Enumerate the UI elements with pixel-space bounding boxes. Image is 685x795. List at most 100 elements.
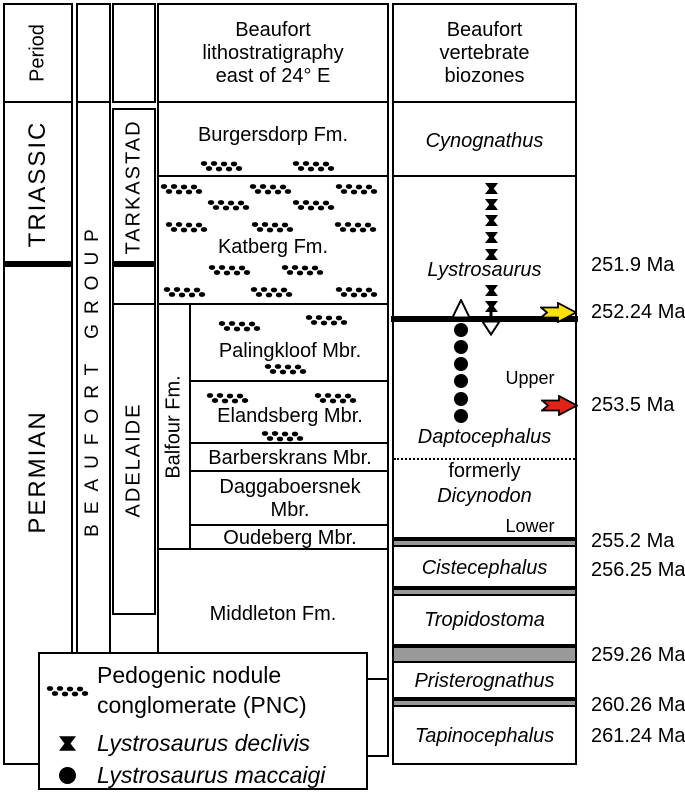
upper-label: Upper <box>505 368 555 388</box>
cistecephalus-box <box>392 547 577 588</box>
litho-header-cell <box>157 3 389 103</box>
pristerognathus-label: Pristerognathus <box>414 670 555 692</box>
declivis-occurrence-symbol <box>484 248 498 260</box>
lystrosaurus-label: Lystrosaurus <box>427 259 542 281</box>
pnc-dots <box>314 392 357 403</box>
pnc-dots <box>165 221 208 232</box>
maccaigi-occurrence-symbol <box>454 357 468 371</box>
tropidostoma-label: Tropidostoma <box>424 609 545 631</box>
pnc-symbol <box>291 160 335 173</box>
barberskrans-label: Barberskrans Mbr. <box>208 447 372 469</box>
pnc-dots <box>208 264 251 275</box>
pnc-dots <box>206 392 249 403</box>
pnc-symbol <box>159 183 203 196</box>
age-label: 255.2 Ma <box>591 530 675 552</box>
tarkastad-box <box>112 108 156 305</box>
oudeberg-box <box>191 526 389 550</box>
pnc-symbol <box>207 264 251 277</box>
period-header-cell <box>3 3 73 103</box>
maccaigi-legend-symbol <box>59 767 76 784</box>
gray-band-3 <box>392 646 577 663</box>
pnc-symbol <box>250 221 294 234</box>
upper-lower-dotted-divider <box>394 458 575 460</box>
burgersdorp-box <box>157 103 389 177</box>
age-label: 261.24 Ma <box>591 725 685 747</box>
age-label: 260.26 Ma <box>591 694 685 716</box>
gray-band-2 <box>392 588 577 596</box>
katberg-box <box>157 177 389 305</box>
age-label: 251.9 Ma <box>591 254 675 276</box>
formerly-label: formerly <box>448 460 521 482</box>
gray-band-4 <box>392 699 577 707</box>
middleton-label: Middleton Fm. <box>209 603 337 625</box>
balfour-label: Balfour Fm. <box>162 375 185 479</box>
palingkloof-box <box>191 305 389 382</box>
period-column-title: Period <box>26 24 49 82</box>
gray-band-1 <box>392 539 577 547</box>
pnc-symbol <box>333 221 377 234</box>
pnc-symbol <box>313 392 357 405</box>
palingkloof-label: Palingkloof Mbr. <box>218 340 362 362</box>
pnc-symbol <box>217 320 261 333</box>
pnc-symbol <box>291 199 335 212</box>
maccaigi-legend-label: Lystrosaurus maccaigi <box>97 762 326 788</box>
lower-label: Lower <box>505 516 555 536</box>
tapinocephalus-box <box>392 707 577 765</box>
pnc-dots <box>249 183 292 194</box>
daptocephalus-label: Daptocephalus <box>417 426 552 448</box>
pnc-dots <box>292 160 335 171</box>
pristerognathus-box <box>392 663 577 699</box>
katberg-label: Katberg Fm. <box>217 236 329 258</box>
pnc-symbol <box>260 430 304 443</box>
pnc-dots <box>281 264 324 275</box>
pnc-dots <box>305 314 348 325</box>
pnc-dots <box>261 430 304 441</box>
pnc-dots <box>335 183 378 194</box>
declivis-legend-label: Lystrosaurus declivis <box>97 730 311 756</box>
maccaigi-occurrence-symbol <box>454 392 468 406</box>
elandsberg-label: Elandsberg Mbr. <box>217 405 363 427</box>
barberskrans-box <box>191 444 389 472</box>
maccaigi-occurrence-symbol <box>454 323 468 337</box>
pnc-legend-label: Pedogenic nodule conglomerate (PNC) <box>97 662 307 718</box>
pnc-dots <box>335 286 378 297</box>
red-arrow-icon <box>539 394 579 417</box>
pnc-symbol <box>249 286 293 299</box>
pnc-dots <box>160 183 203 194</box>
elandsberg-box <box>191 382 389 444</box>
pnc-dots <box>218 320 261 331</box>
pnc-symbol <box>334 183 378 196</box>
permo-triassic-line-subgroup <box>112 261 156 267</box>
pnc-dots <box>250 286 293 297</box>
declivis-occurrence-symbol <box>484 284 498 296</box>
age-label: 253.5 Ma <box>591 394 675 416</box>
age-label: 259.26 Ma <box>591 644 685 666</box>
pnc-symbol <box>304 314 348 327</box>
group-header-cell <box>76 3 111 103</box>
declivis-occurrence-symbol <box>484 300 498 312</box>
pnc-symbol <box>334 286 378 299</box>
pnc-symbol <box>205 392 249 405</box>
pnc-dots <box>163 286 206 297</box>
daggaboersnek-label: Daggaboersnek Mbr. <box>219 476 361 521</box>
triassic-label: TRIASSIC <box>24 120 51 248</box>
daggaboersnek-box <box>191 472 389 526</box>
permo-triassic-line-period <box>3 261 73 267</box>
legend-box: Pedogenic nodule conglomerate (PNC) Lyst… <box>38 652 368 790</box>
pnc-dots <box>200 160 243 171</box>
pnc-dots <box>334 221 377 232</box>
declivis-occurrence-symbol <box>484 182 498 194</box>
subgroup-header-cell <box>112 3 156 103</box>
maccaigi-occurrence-symbol <box>454 374 468 388</box>
lystrosaurus-box <box>392 177 577 318</box>
maccaigi-occurrence-symbol <box>454 340 468 354</box>
cynognathus-label: Cynognathus <box>425 130 544 152</box>
dicynodon-label: Dicynodon <box>437 485 532 507</box>
declivis-occurrence-symbol <box>484 231 498 243</box>
pnc-symbol <box>280 264 324 277</box>
tropidostoma-box <box>392 596 577 646</box>
beaufort-group-label: BEAUFORT GROUP <box>82 219 103 537</box>
declivis-occurrence-symbol <box>484 198 498 210</box>
pnc-symbol <box>263 363 307 376</box>
